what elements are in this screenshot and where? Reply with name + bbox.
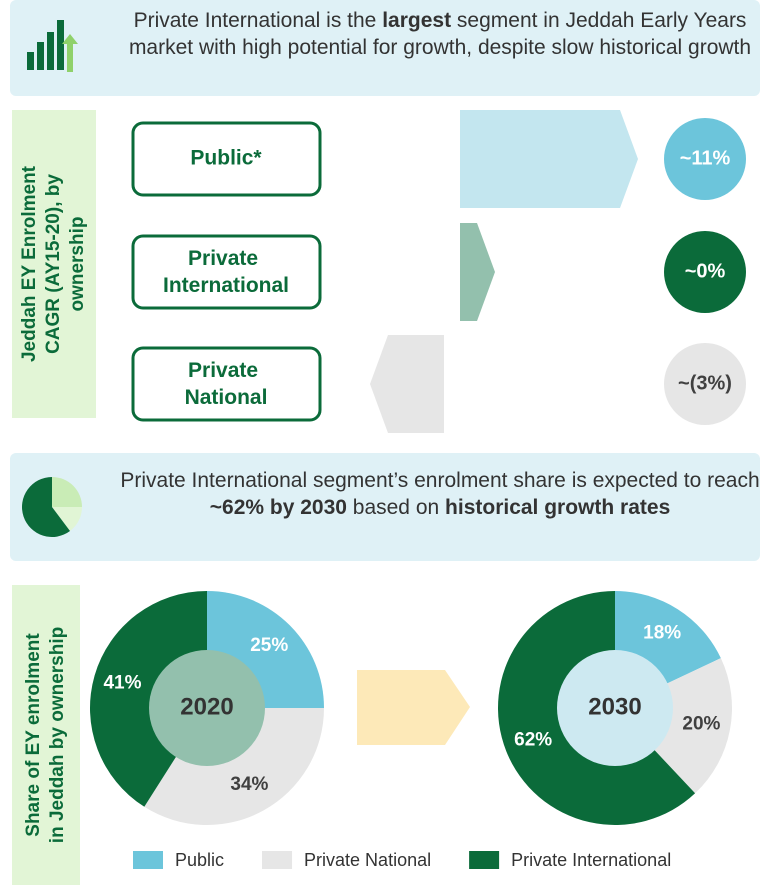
legend-swatch	[469, 851, 500, 869]
slice-label: 18%	[643, 623, 681, 644]
banner-segment: segment in Jeddah Early Years market wit…	[128, 9, 752, 59]
donut-center	[149, 650, 265, 766]
banner: Private International segment’s enrolmen…	[10, 453, 760, 561]
legend-label: Public	[175, 850, 224, 870]
side-label: in Jeddah by ownership	[47, 627, 68, 843]
cagr-label: ~(3%)	[678, 372, 732, 394]
pie-icon	[22, 477, 82, 537]
side-label: ownership	[67, 216, 88, 311]
banner-segment: based on	[346, 496, 446, 519]
legend-label: Private National	[304, 850, 431, 870]
cagr-arrow	[460, 223, 495, 321]
transition-arrow	[357, 670, 470, 745]
bars-icon	[27, 20, 78, 72]
cagr-label: ~11%	[680, 147, 731, 169]
banner-segment: Private International is the	[133, 9, 383, 32]
legend-swatch	[262, 851, 293, 869]
slice-label: 62%	[514, 729, 552, 750]
side-label-box	[12, 585, 80, 885]
cagr-arrow	[370, 335, 444, 433]
banner-segment: Private International segment’s enrolmen…	[120, 469, 760, 492]
side-label: CAGR (AY15-20), by	[43, 174, 64, 354]
banner-segment: ~62% by 2030	[209, 496, 347, 519]
category-box	[131, 121, 322, 197]
cagr-badge	[664, 118, 746, 200]
side-label: Share of EY enrolment	[23, 633, 44, 837]
slice-label: 25%	[250, 635, 288, 656]
banner-segment: largest	[382, 9, 452, 32]
slice-label: 34%	[230, 774, 268, 795]
banner: Private International is the largest seg…	[10, 0, 760, 96]
category-box	[131, 234, 322, 310]
category-box	[131, 346, 322, 422]
donut-center	[557, 650, 673, 766]
cagr-badge	[664, 343, 746, 425]
category-label: Private National	[185, 359, 268, 409]
category-label: Public*	[190, 147, 262, 170]
banner-text: Private International segment’s enrolmen…	[120, 467, 760, 521]
side-label-box	[12, 110, 96, 418]
slice-label: 20%	[682, 714, 720, 735]
slice-label: 41%	[103, 672, 141, 693]
legend-swatch	[133, 851, 163, 869]
donut-center-label: 2020	[180, 693, 233, 720]
category-label: Private International	[163, 247, 289, 297]
cagr-arrow	[460, 110, 638, 208]
donut-center-label: 2030	[588, 693, 641, 720]
banner-text: Private International is the largest seg…	[120, 7, 760, 61]
donut-slice	[615, 658, 732, 794]
banner-segment: historical growth rates	[445, 496, 671, 519]
cagr-badge	[664, 231, 746, 313]
side-label: Jeddah EY Enrolment	[19, 165, 40, 362]
legend-label: Private International	[511, 850, 671, 870]
cagr-label: ~0%	[685, 260, 726, 282]
